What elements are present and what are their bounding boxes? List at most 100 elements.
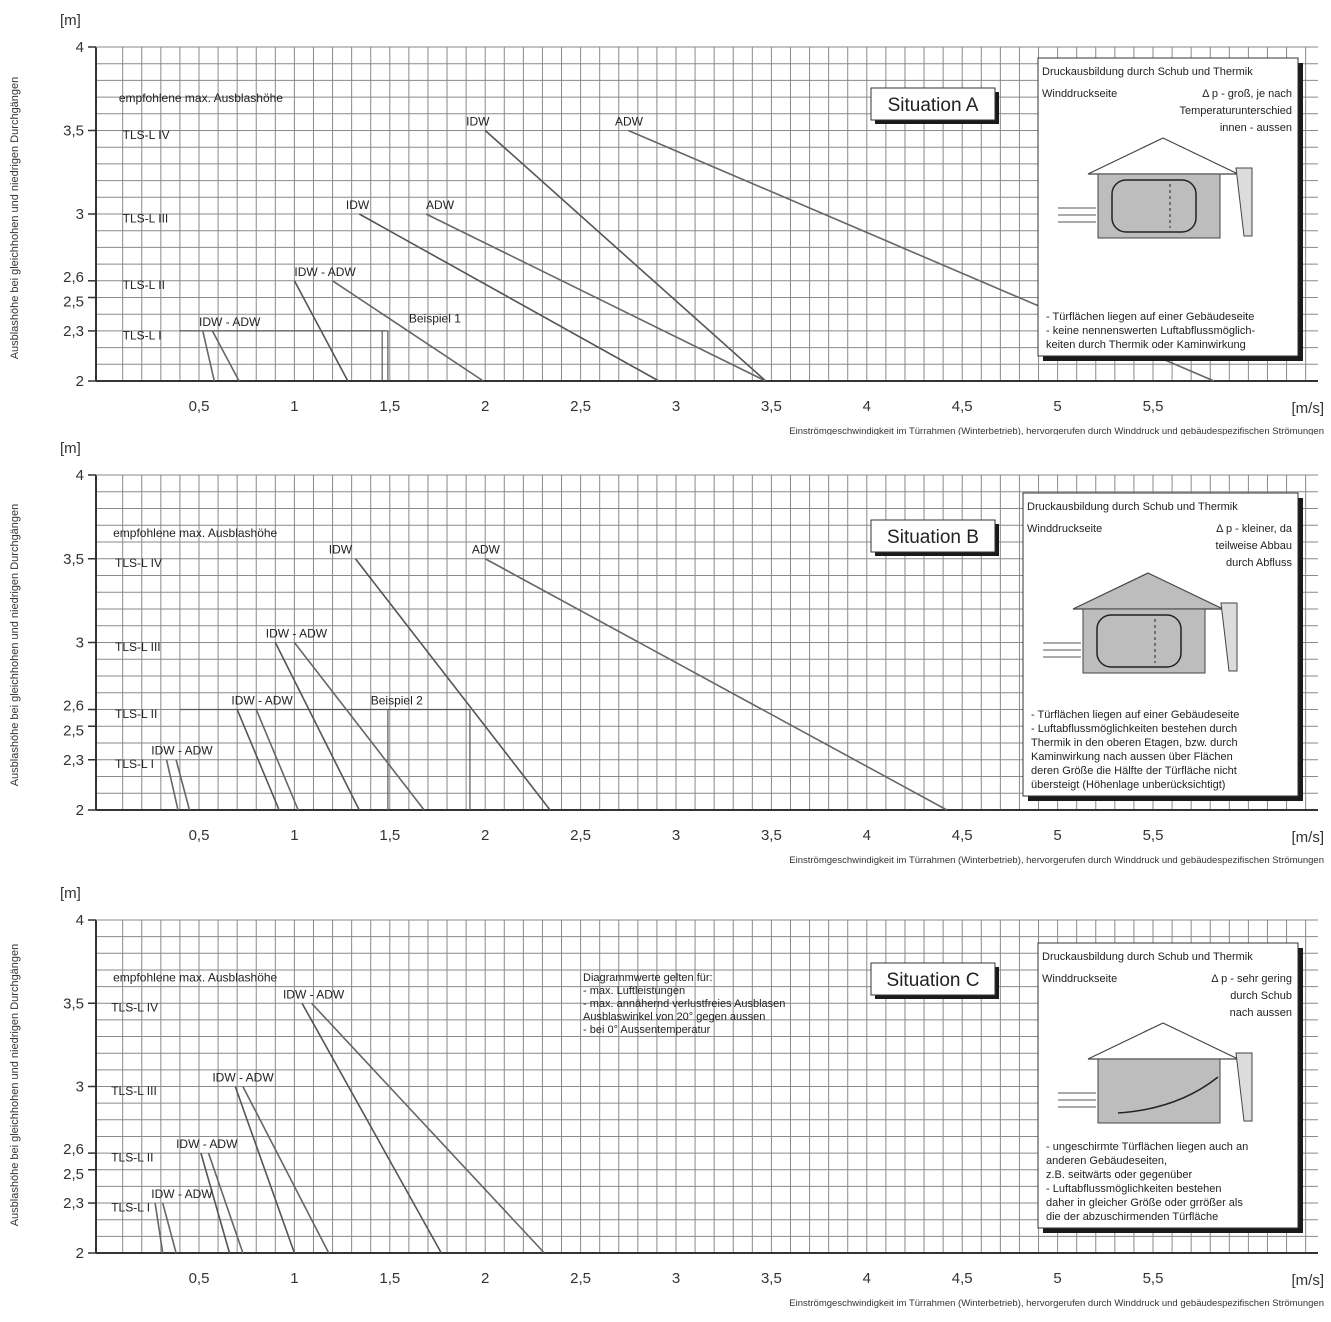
annotation-label: TLS-L II (111, 1150, 153, 1164)
series-line (358, 213, 660, 382)
note-line: Diagrammwerte gelten für: (583, 972, 713, 984)
info-box-dp-line: Temperaturunterschied (1179, 105, 1292, 117)
annotation-label: IDW - ADW (199, 315, 261, 329)
x-tick-label: 4,5 (952, 398, 973, 415)
series-line (234, 1086, 296, 1254)
annotation-label: IDW - ADW (212, 1071, 274, 1085)
pressure-gauge (1220, 602, 1238, 672)
info-box-bullet: anderen Gebäudeseiten, (1046, 1155, 1167, 1167)
x-tick-label: 4,5 (952, 827, 973, 844)
annotation-label: TLS-L III (123, 211, 169, 225)
annotation-label: TLS-L IV (115, 556, 162, 570)
note-line: - bei 0° Aussentemperatur (583, 1024, 711, 1036)
y-tick-label: 4 (76, 912, 84, 929)
series-line (161, 1202, 177, 1254)
annotation-label: TLS-L I (111, 1200, 150, 1214)
annotation-label: IDW (329, 543, 353, 557)
info-box-bullet: deren Größe die Hälfte der Türfläche nic… (1031, 765, 1237, 777)
building-diagram-icon (1043, 572, 1238, 674)
series-line (154, 1202, 164, 1254)
info-box-heading: Druckausbildung durch Schub und Thermik (1027, 501, 1238, 513)
info-box-dp-line: Δ p - groß, je nach (1202, 88, 1292, 100)
situation-label-box (870, 962, 996, 996)
series-line (200, 1152, 231, 1254)
annotation-label: TLS-L III (111, 1084, 157, 1098)
series-line (165, 759, 179, 811)
y-tick-label: 2,6 (63, 698, 84, 715)
info-box-bullet: z.B. seitwärts oder gegenüber (1046, 1169, 1192, 1181)
series-line (293, 642, 425, 811)
airflow-loop (1111, 179, 1197, 233)
y-tick-label: 2,6 (63, 1141, 84, 1158)
situation-label-box (870, 519, 996, 553)
chart-svg-situation-a: 2 2,3 2,5 2,6 3 3,5 4 0,5 1 1,5 2 2,5 3 3,5 4 4,5 5 5,5 [m… (9, 12, 1325, 435)
airflow-curve (1117, 1076, 1219, 1114)
y-tick-label: 2,3 (63, 752, 84, 769)
info-box-side-label: Winddruckseite (1042, 88, 1117, 100)
note-line: Ausblaswinkel von 20° gegen aussen (583, 1011, 765, 1023)
annotation-label: IDW - ADW (283, 987, 345, 1001)
annotation-label: IDW - ADW (294, 265, 356, 279)
info-box-bullet: Thermik in den oberen Etagen, bzw. durch (1031, 737, 1238, 749)
series-line (293, 280, 349, 382)
x-unit-label: [m/s] (1292, 1272, 1325, 1289)
x-tick-label: 0,5 (189, 1270, 210, 1287)
y-tick-label: 3,5 (63, 123, 84, 140)
x-tick-label: 3,5 (761, 398, 782, 415)
annotation-label: IDW - ADW (176, 1137, 238, 1151)
annotation-label: empfohlene max. Ausblashöhe (119, 91, 283, 105)
building-body (1097, 173, 1221, 239)
annotation-label: IDW - ADW (231, 693, 293, 707)
x-axis-title: Einströmgeschwindigkeit im Türrahmen (Wi… (789, 855, 1324, 866)
annotation-label: IDW (346, 198, 370, 212)
series-line (354, 558, 551, 811)
x-tick-label: 4 (863, 398, 871, 415)
y-tick-label: 3 (76, 206, 84, 223)
annotation-label: Beispiel 1 (409, 312, 461, 326)
x-tick-label: 3 (672, 398, 680, 415)
y-tick-label: 3,5 (63, 551, 84, 568)
y-tick-label: 2,5 (63, 294, 84, 311)
x-unit-label: [m/s] (1292, 400, 1325, 417)
chart-title: Situation B (887, 527, 979, 548)
annotation-label: Beispiel 2 (371, 693, 423, 707)
y-tick-label: 2 (76, 802, 84, 819)
y-tick-label: 4 (76, 467, 84, 484)
x-tick-label: 3 (672, 827, 680, 844)
x-tick-label: 5,5 (1143, 1270, 1164, 1287)
building-diagram-icon (1058, 137, 1253, 239)
info-box-dp-line: teilweise Abbau (1216, 540, 1292, 552)
annotation-label: IDW - ADW (266, 626, 328, 640)
x-tick-label: 3,5 (761, 1270, 782, 1287)
building-body (1097, 1058, 1221, 1124)
x-tick-label: 2,5 (570, 398, 591, 415)
x-tick-label: 5,5 (1143, 398, 1164, 415)
info-box-bullet: die der abzuschirmenden Türfläche (1046, 1211, 1218, 1223)
x-tick-label: 2 (481, 1270, 489, 1287)
x-tick-label: 5 (1053, 398, 1061, 415)
y-axis-title: Ausblashöhe bei gleichhohen und niedrige… (9, 77, 21, 360)
y-tick-label: 4 (76, 39, 84, 56)
y-tick-label: 2,5 (63, 722, 84, 739)
info-box-bullet: - keine nennenswerten Luftabflussmöglich… (1046, 325, 1255, 337)
annotation-label: IDW (466, 114, 490, 128)
annotation-label: ADW (472, 543, 501, 557)
x-tick-label: 2,5 (570, 1270, 591, 1287)
series-line (301, 1002, 443, 1254)
info-box-dp-line: nach aussen (1230, 1007, 1292, 1019)
x-tick-label: 3,5 (761, 827, 782, 844)
y-tick-label: 2,3 (63, 1195, 84, 1212)
annotation-label: ADW (615, 114, 644, 128)
info-box-side-label: Winddruckseite (1042, 973, 1117, 985)
series-line (202, 330, 216, 382)
x-tick-label: 1 (290, 1270, 298, 1287)
series-line (211, 330, 240, 382)
x-tick-label: 2 (481, 827, 489, 844)
pressure-gauge (1235, 167, 1253, 237)
chart-title: Situation A (888, 95, 979, 116)
series-line (236, 709, 280, 811)
info-box-bullet: Kaminwirkung nach aussen über Flächen (1031, 751, 1233, 763)
series-line (175, 759, 191, 811)
x-tick-label: 5,5 (1143, 827, 1164, 844)
situation-label-box (870, 87, 996, 121)
